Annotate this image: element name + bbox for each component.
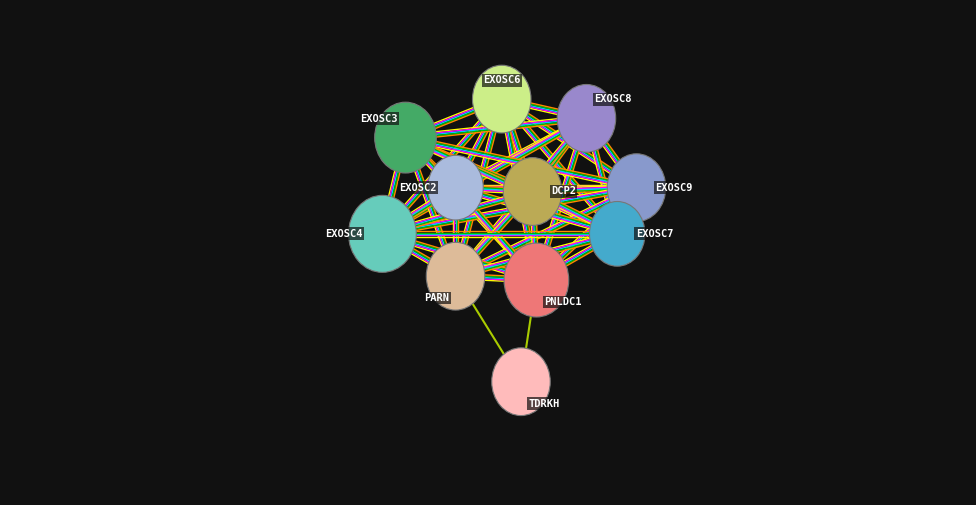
Text: EXOSC9: EXOSC9 bbox=[655, 183, 692, 192]
Text: EXOSC8: EXOSC8 bbox=[594, 94, 631, 105]
Text: EXOSC3: EXOSC3 bbox=[360, 114, 398, 124]
Text: EXOSC2: EXOSC2 bbox=[399, 183, 437, 192]
Text: EXOSC7: EXOSC7 bbox=[635, 229, 673, 239]
Ellipse shape bbox=[375, 102, 436, 173]
Text: EXOSC4: EXOSC4 bbox=[325, 229, 362, 239]
Ellipse shape bbox=[348, 195, 417, 272]
Text: PNLDC1: PNLDC1 bbox=[544, 297, 582, 307]
Ellipse shape bbox=[427, 242, 485, 310]
Ellipse shape bbox=[590, 201, 645, 266]
Ellipse shape bbox=[504, 243, 569, 317]
Text: PARN: PARN bbox=[425, 293, 449, 303]
Text: EXOSC6: EXOSC6 bbox=[483, 75, 520, 85]
Ellipse shape bbox=[557, 84, 616, 152]
Text: DCP2: DCP2 bbox=[551, 186, 576, 196]
Ellipse shape bbox=[504, 158, 562, 225]
Ellipse shape bbox=[607, 154, 666, 222]
Text: TDRKH: TDRKH bbox=[529, 398, 560, 409]
Ellipse shape bbox=[472, 65, 531, 133]
Ellipse shape bbox=[492, 348, 550, 416]
Ellipse shape bbox=[427, 156, 483, 220]
